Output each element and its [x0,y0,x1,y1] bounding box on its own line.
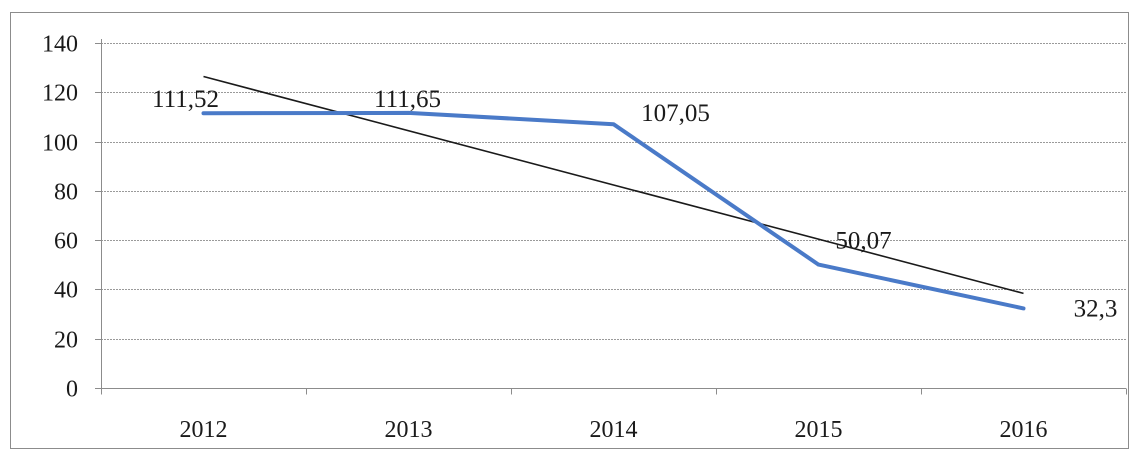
data-point [407,111,410,115]
y-tick-label: 140 [42,32,78,58]
data-point [1022,306,1025,310]
x-tick-label: 2015 [795,417,843,443]
y-tick-label: 40 [54,278,78,304]
data-label: 107,05 [641,100,710,127]
data-labels: 111,52 111,65 107,05 50,07 32,3 [152,86,1117,323]
series-layer [201,110,1026,311]
chart-frame [10,12,1129,449]
y-tick-label: 120 [42,81,78,107]
y-tick-label: 80 [54,180,78,206]
x-tick-label: 2013 [385,417,433,443]
y-tick-label: 0 [66,377,78,403]
data-point [202,111,205,115]
data-label: 111,65 [374,86,441,113]
x-tick-label: 2014 [590,417,638,443]
x-tick-label: 2012 [180,417,228,443]
y-tick-label: 100 [42,131,78,157]
y-tick-label: 20 [54,328,78,354]
data-point [612,122,615,126]
data-label: 111,52 [152,86,219,113]
axes: 0 20 40 60 80 100 120 140 2012 2013 2014 2015 2016 [42,32,1127,443]
x-tick-label: 2016 [1000,417,1048,443]
data-point [817,263,820,267]
y-tick-label: 60 [54,229,78,255]
data-label: 32,3 [1074,295,1118,322]
data-label: 50,07 [835,228,891,255]
